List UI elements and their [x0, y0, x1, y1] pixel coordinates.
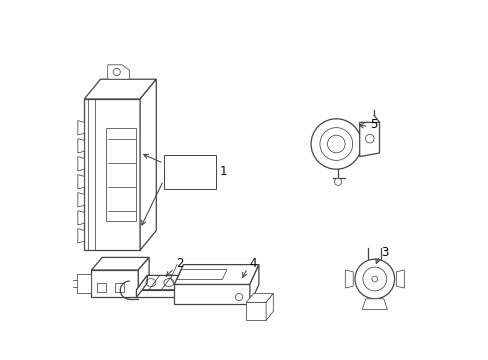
Text: 3: 3 — [381, 246, 388, 258]
Polygon shape — [91, 257, 149, 270]
Polygon shape — [78, 175, 84, 189]
Circle shape — [365, 134, 373, 143]
Polygon shape — [396, 270, 404, 288]
Polygon shape — [136, 290, 178, 297]
Polygon shape — [345, 270, 352, 288]
Circle shape — [319, 128, 352, 161]
Polygon shape — [265, 293, 273, 320]
Circle shape — [113, 68, 120, 76]
Text: 4: 4 — [249, 257, 256, 270]
Text: 5: 5 — [370, 118, 377, 131]
Polygon shape — [136, 275, 147, 297]
Polygon shape — [246, 293, 273, 302]
Polygon shape — [78, 157, 84, 171]
Polygon shape — [78, 229, 84, 243]
Polygon shape — [78, 193, 84, 207]
Polygon shape — [246, 302, 265, 320]
Polygon shape — [174, 265, 258, 284]
Circle shape — [327, 135, 345, 153]
Polygon shape — [140, 79, 156, 250]
Polygon shape — [359, 122, 379, 157]
Polygon shape — [249, 265, 258, 304]
Polygon shape — [91, 270, 138, 297]
Polygon shape — [77, 274, 91, 293]
Polygon shape — [362, 299, 386, 310]
Circle shape — [334, 178, 341, 185]
Circle shape — [371, 276, 377, 282]
Text: 1: 1 — [219, 165, 226, 178]
Circle shape — [354, 259, 394, 299]
Polygon shape — [107, 65, 129, 79]
Polygon shape — [138, 257, 149, 297]
Polygon shape — [78, 211, 84, 225]
Polygon shape — [78, 139, 84, 153]
Text: 2: 2 — [176, 257, 183, 270]
Polygon shape — [84, 99, 140, 250]
Polygon shape — [174, 284, 249, 304]
Polygon shape — [136, 275, 188, 290]
Polygon shape — [84, 79, 156, 99]
Circle shape — [310, 119, 361, 169]
Circle shape — [362, 267, 386, 291]
Polygon shape — [78, 121, 84, 135]
